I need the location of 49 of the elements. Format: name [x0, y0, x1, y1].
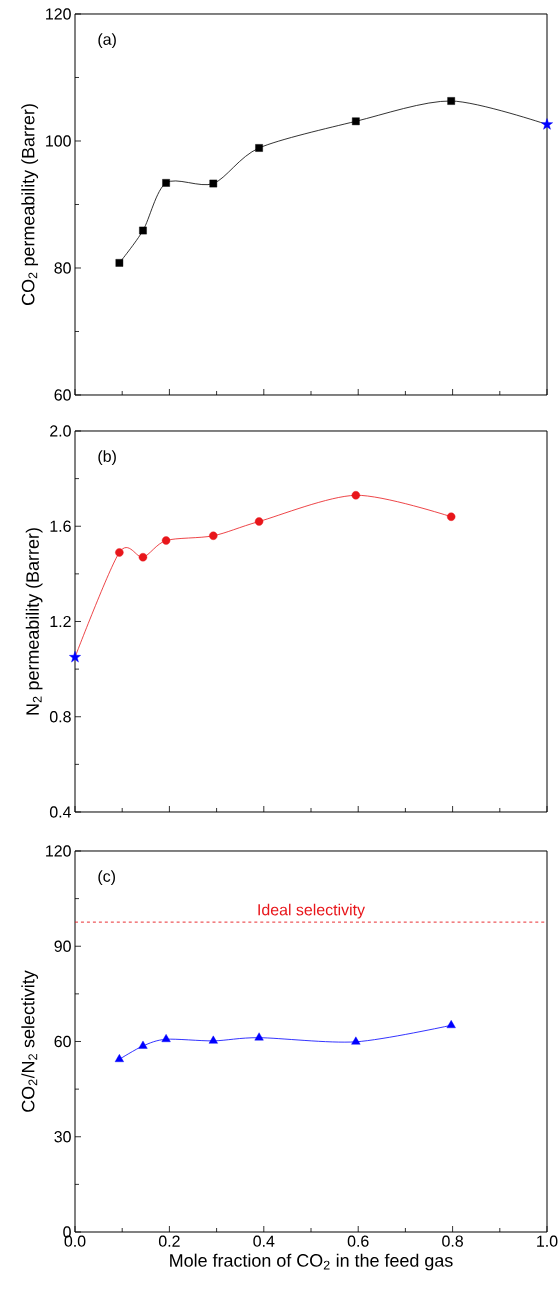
y-tick-label: 90 [54, 940, 71, 952]
point [541, 118, 553, 130]
point [446, 512, 456, 521]
point [208, 1035, 218, 1044]
x-tick-label: 0.6 [347, 1235, 369, 1247]
point [138, 553, 148, 562]
x-tick-label: 1.0 [537, 1235, 558, 1247]
ref-line-label: Ideal selectivity [258, 903, 365, 919]
point [69, 651, 81, 663]
point [161, 1034, 171, 1042]
point [139, 226, 147, 235]
y-tick-label: 0.4 [49, 806, 72, 818]
y-tick-label: 100 [46, 135, 71, 147]
point [209, 531, 218, 540]
annotation: (a) [98, 33, 116, 49]
y-axis-title: N$_{2}$ permeability (Barrer) [25, 528, 43, 715]
point [351, 491, 361, 500]
x-tick-label: 0.8 [442, 1235, 463, 1247]
point [138, 1040, 148, 1049]
point [115, 548, 124, 557]
point [161, 536, 171, 545]
point [351, 1036, 361, 1045]
y-tick-label: 0.8 [49, 711, 71, 723]
point [254, 517, 264, 526]
x-tick-label: 0.2 [158, 1235, 180, 1247]
y-axis-title: CO$_{2}$/N$_{2}$ selectivity [21, 970, 39, 1112]
y-tick-label: 2.0 [50, 425, 71, 437]
point [352, 117, 360, 126]
y-tick-label: 120 [46, 845, 71, 857]
point [254, 1032, 264, 1041]
annotation: (c) [98, 870, 115, 886]
point [447, 97, 455, 105]
y-tick-label: 80 [54, 262, 71, 274]
annotation: (b) [98, 450, 116, 466]
x-tick-label: 0.4 [253, 1235, 275, 1247]
y-axis-title: CO$_{2}$ permeability (Barrer) [21, 104, 39, 305]
y-tick-label: 30 [54, 1131, 71, 1143]
y-tick-label: 1.2 [50, 615, 71, 628]
y-tick-label: 60 [54, 389, 71, 401]
point [114, 1054, 124, 1062]
x-axis-title: Mole fraction of CO$_{2}$ in the feed gas [170, 1253, 453, 1271]
point [255, 144, 263, 152]
y-tick-label: 1.6 [50, 520, 71, 532]
point [115, 259, 124, 267]
point [446, 1020, 456, 1028]
point [209, 179, 218, 188]
y-tick-label: 120 [46, 8, 71, 20]
y-tick-label: 60 [54, 1035, 71, 1048]
point [162, 179, 170, 187]
